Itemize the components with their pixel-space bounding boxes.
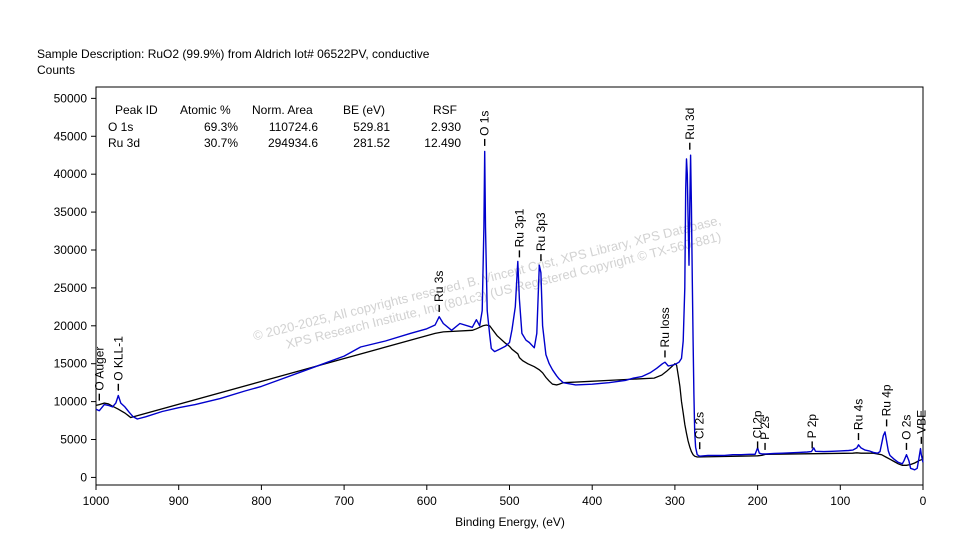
copyright-watermark: © 2020-2025, All copyrights reserved, B.…: [251, 212, 722, 352]
y-tick-label-1: 5000: [60, 433, 87, 447]
y-tick-label-0: 0: [80, 470, 87, 484]
peak-label-0: O Auger: [92, 347, 106, 391]
quant-header-3: BE (eV): [343, 103, 385, 117]
peak-label-12: Ru 4s: [851, 399, 865, 430]
quant-cell-1-0: Ru 3d: [108, 136, 140, 150]
x-tick-label-1: 900: [169, 494, 189, 508]
peak-label-3: O 1s: [478, 111, 492, 136]
peak-label-15: VBE: [914, 410, 928, 434]
quant-cell-1-3: 281.52: [353, 136, 390, 150]
x-tick-label-9: 100: [830, 494, 850, 508]
x-tick-label-4: 600: [417, 494, 437, 508]
y-tick-label-5: 25000: [54, 281, 88, 295]
y-tick-label-8: 40000: [54, 167, 88, 181]
background-line: [95, 324, 924, 466]
quant-cell-1-4: 12.490: [424, 136, 461, 150]
x-tick-label-2: 800: [251, 494, 271, 508]
peak-label-2: Ru 3s: [432, 271, 446, 302]
peak-label-4: Ru 3p1: [512, 208, 526, 247]
peak-label-8: Cl 2s: [693, 412, 707, 439]
spectrum-line: [95, 150, 924, 471]
peak-label-14: O 2s: [899, 415, 913, 440]
x-tick-label-10: 0: [920, 494, 927, 508]
peak-label-6: Ru loss: [658, 307, 672, 347]
y-tick-label-2: 10000: [54, 395, 88, 409]
quant-cell-0-2: 110724.6: [269, 120, 318, 134]
y-tick-label-10: 50000: [54, 91, 88, 105]
quant-header-2: Norm. Area: [252, 103, 313, 117]
peak-label-layer: O Auger O KLL-1 Ru 3s O 1s Ru 3p1 Ru 3p3 Ru lo…: [92, 108, 928, 450]
x-tick-label-7: 300: [665, 494, 685, 508]
y-tick-label-7: 35000: [54, 205, 88, 219]
series-layer: [95, 150, 924, 471]
peak-label-13: Ru 4p: [880, 384, 894, 416]
x-axis: 1000 900 800 700 600 500 400 300 200 100 0: [83, 485, 927, 508]
y-tick-label-4: 20000: [54, 319, 88, 333]
quant-cell-1-2: 294934.6: [268, 136, 318, 150]
x-tick-label-3: 700: [334, 494, 354, 508]
watermark-line-2: XPS Research Institute, Inc (801c3) (US …: [284, 229, 722, 352]
y-axis: 0 5000 10000 15000 20000 25000 30000 35000 40000…: [54, 91, 96, 484]
x-axis-title: Binding Energy, (eV): [455, 515, 565, 529]
peak-label-9: Cl 2p: [751, 410, 765, 438]
quant-cell-1-1: 30.7%: [204, 136, 238, 150]
x-tick-label-5: 500: [499, 494, 519, 508]
quant-table: Peak ID Atomic % Norm. Area BE (eV) RSF O 1s 6…: [108, 103, 461, 150]
peak-label-7: Ru 3d: [683, 108, 697, 140]
quant-header-1: Atomic %: [180, 103, 231, 117]
sample-description: Sample Description: RuO2 (99.9%) from Al…: [37, 47, 430, 61]
peak-label-5: Ru 3p3: [534, 212, 548, 251]
y-tick-label-9: 45000: [54, 129, 88, 143]
quant-header-4: RSF: [433, 103, 457, 117]
counts-axis-title: Counts: [37, 63, 76, 77]
quant-cell-0-4: 2.930: [431, 120, 461, 134]
x-tick-label-8: 200: [748, 494, 768, 508]
quant-header-0: Peak ID: [115, 103, 158, 117]
y-tick-label-6: 30000: [54, 243, 88, 257]
x-tick-label-0: 1000: [83, 494, 110, 508]
peak-label-1: O KLL-1: [111, 336, 125, 381]
peak-label-10: P 2s: [758, 416, 772, 440]
quant-cell-0-1: 69.3%: [204, 120, 238, 134]
quant-cell-0-0: O 1s: [108, 120, 133, 134]
x-tick-label-6: 400: [582, 494, 602, 508]
y-tick-label-3: 15000: [54, 357, 88, 371]
quant-cell-0-3: 529.81: [353, 120, 390, 134]
peak-label-11: P 2p: [805, 414, 819, 439]
